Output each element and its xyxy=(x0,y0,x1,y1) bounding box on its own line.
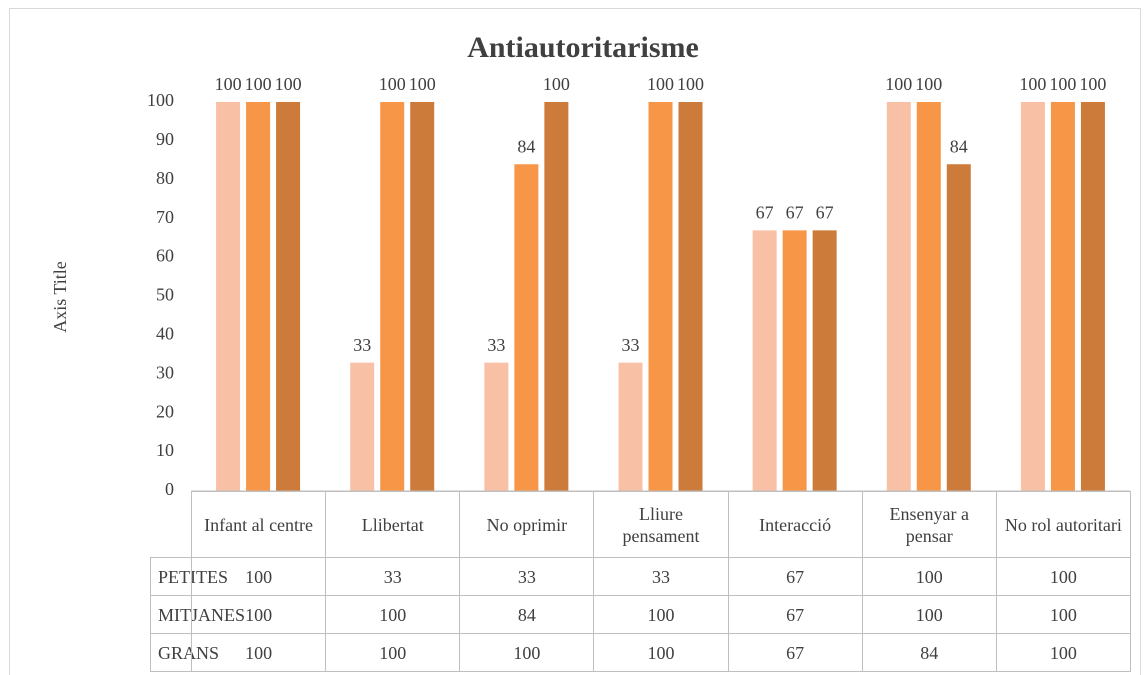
bar xyxy=(380,102,405,491)
data-label: 84 xyxy=(950,136,968,156)
bar xyxy=(946,164,971,492)
data-label: 67 xyxy=(786,202,804,222)
bar xyxy=(916,102,941,491)
x-tick-label: No oprimir xyxy=(459,491,595,558)
table-value: 100 xyxy=(593,633,729,672)
data-label: 100 xyxy=(885,74,912,94)
table-value: 100 xyxy=(191,633,327,672)
data-label: 33 xyxy=(353,335,371,355)
bar xyxy=(514,164,539,492)
data-label: 100 xyxy=(245,74,272,94)
y-tick-label: 0 xyxy=(165,479,174,499)
y-tick-label: 90 xyxy=(156,129,174,149)
x-tick-label: Interacció xyxy=(727,491,863,558)
table-value: 33 xyxy=(325,557,461,596)
data-label: 100 xyxy=(915,74,942,94)
table-value: 100 xyxy=(995,595,1131,634)
bar xyxy=(216,102,241,491)
data-label: 100 xyxy=(379,74,406,94)
data-label: 100 xyxy=(677,74,704,94)
table-value: 67 xyxy=(727,595,863,634)
data-label: 100 xyxy=(275,74,302,94)
bar xyxy=(484,362,509,491)
data-label: 33 xyxy=(622,335,640,355)
y-tick-label: 20 xyxy=(156,401,174,421)
table-value: 100 xyxy=(459,633,595,672)
x-tick-label: Infant al centre xyxy=(191,491,327,558)
data-label: 100 xyxy=(1049,74,1076,94)
bar xyxy=(648,102,673,491)
y-tick-label: 30 xyxy=(156,362,174,382)
data-label: 100 xyxy=(1079,74,1106,94)
table-value: 100 xyxy=(325,633,461,672)
data-label: 67 xyxy=(756,202,774,222)
bar xyxy=(618,362,643,491)
bar xyxy=(812,230,837,491)
table-value: 67 xyxy=(727,557,863,596)
legend-label: MITJANES xyxy=(158,604,246,625)
legend-label: PETITES xyxy=(158,566,228,587)
bar xyxy=(276,102,301,491)
y-tick-label: 70 xyxy=(156,207,174,227)
bar xyxy=(1020,102,1045,491)
legend-entry: MITJANES xyxy=(150,595,245,634)
bar xyxy=(410,102,435,491)
x-tick-label: Llibertat xyxy=(325,491,461,558)
table-value: 33 xyxy=(593,557,729,596)
data-label: 100 xyxy=(647,74,674,94)
data-label: 100 xyxy=(1019,74,1046,94)
y-axis-title: Axis Title xyxy=(50,261,70,333)
bar xyxy=(246,102,271,491)
bar xyxy=(752,230,777,491)
bar xyxy=(678,102,703,491)
data-label: 100 xyxy=(409,74,436,94)
data-label: 100 xyxy=(215,74,242,94)
chart-border xyxy=(9,8,1141,675)
bar xyxy=(1080,102,1105,491)
bar xyxy=(782,230,807,491)
bar xyxy=(544,102,569,491)
chart-title: Antiautoritarisme xyxy=(467,31,699,64)
y-tick-label: 60 xyxy=(156,246,174,266)
legend-entry: GRANS xyxy=(150,633,219,672)
table-value: 84 xyxy=(459,595,595,634)
x-tick-label: Lliure pensament xyxy=(593,491,729,558)
table-value: 100 xyxy=(995,557,1131,596)
table-value: 100 xyxy=(191,595,327,634)
data-label: 84 xyxy=(517,136,535,156)
table-value: 100 xyxy=(325,595,461,634)
legend-label: GRANS xyxy=(158,642,220,663)
y-tick-label: 80 xyxy=(156,168,174,188)
table-value: 100 xyxy=(593,595,729,634)
table-value: 100 xyxy=(861,557,997,596)
table-value: 100 xyxy=(861,595,997,634)
y-tick-label: 50 xyxy=(156,285,174,305)
table-value: 100 xyxy=(995,633,1131,672)
data-label: 33 xyxy=(487,335,505,355)
bar xyxy=(1050,102,1075,491)
table-value: 100 xyxy=(191,557,327,596)
table-value: 33 xyxy=(459,557,595,596)
bar xyxy=(886,102,911,491)
table-value: 67 xyxy=(727,633,863,672)
x-tick-label: Ensenyar a pensar xyxy=(861,491,997,558)
y-tick-label: 100 xyxy=(147,90,174,110)
y-tick-label: 10 xyxy=(156,440,174,460)
data-label: 67 xyxy=(816,202,834,222)
x-tick-label: No rol autoritari xyxy=(995,491,1131,558)
data-label: 100 xyxy=(543,74,570,94)
bar xyxy=(350,362,375,491)
legend-entry: PETITES xyxy=(150,557,228,596)
y-tick-label: 40 xyxy=(156,324,174,344)
table-value: 84 xyxy=(861,633,997,672)
